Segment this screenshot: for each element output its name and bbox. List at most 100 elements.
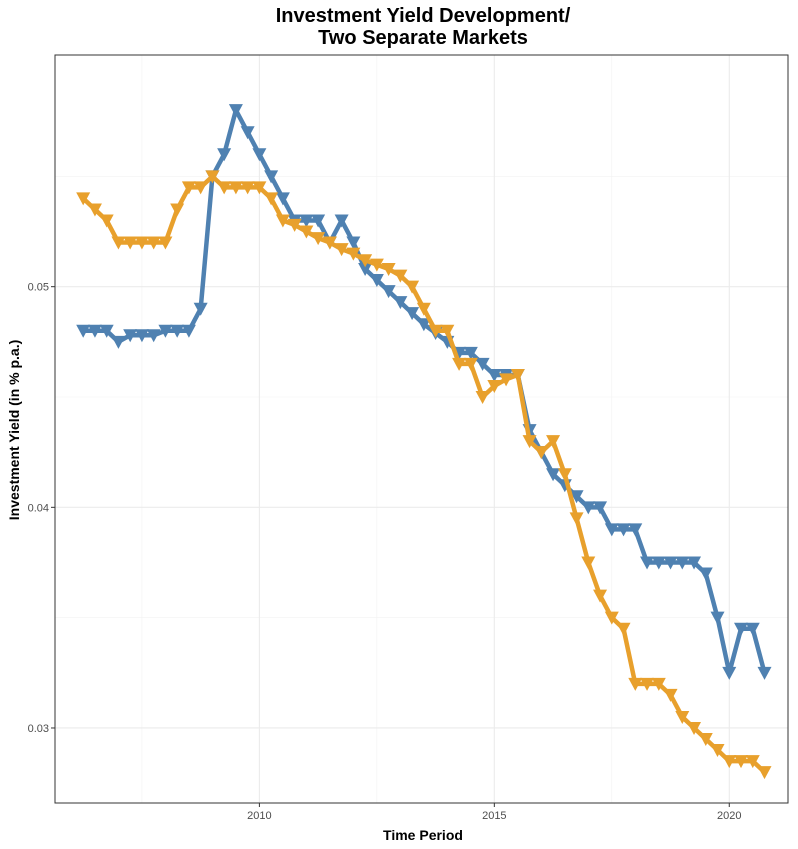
data-point-marker bbox=[416, 302, 431, 316]
data-point-marker bbox=[651, 677, 666, 691]
data-point-marker bbox=[228, 104, 243, 118]
data-point-marker bbox=[687, 556, 702, 570]
data-point-marker bbox=[569, 512, 584, 526]
data-point-marker bbox=[546, 468, 561, 482]
data-point-marker bbox=[628, 523, 643, 537]
data-point-marker bbox=[546, 435, 561, 449]
grid-lines bbox=[55, 55, 788, 803]
data-point-marker bbox=[287, 218, 302, 232]
data-point-marker bbox=[217, 181, 232, 195]
data-point-marker bbox=[311, 232, 326, 246]
x-tick-label: 2020 bbox=[717, 810, 741, 822]
data-point-marker bbox=[275, 214, 290, 228]
data-point-marker bbox=[405, 280, 420, 294]
x-tick-label: 2015 bbox=[482, 810, 506, 822]
data-point-marker bbox=[193, 181, 208, 195]
data-point-marker bbox=[663, 688, 678, 702]
data-point-marker bbox=[734, 755, 749, 769]
data-point-marker bbox=[146, 329, 161, 343]
data-point-marker bbox=[675, 556, 690, 570]
data-point-marker bbox=[499, 373, 514, 387]
data-point-marker bbox=[275, 192, 290, 206]
data-point-marker bbox=[452, 357, 467, 371]
axis-ticks: 2010 2015 2020 0.03 0.04 0.05 bbox=[28, 282, 742, 822]
data-point-marker bbox=[181, 181, 196, 195]
data-point-marker bbox=[181, 324, 196, 338]
data-point-marker bbox=[557, 468, 572, 482]
data-point-marker bbox=[522, 435, 537, 449]
data-point-marker bbox=[240, 126, 255, 140]
data-point-marker bbox=[722, 755, 737, 769]
data-point-marker bbox=[228, 181, 243, 195]
data-point-marker bbox=[405, 307, 420, 321]
data-point-marker bbox=[745, 622, 760, 636]
data-point-marker bbox=[698, 567, 713, 581]
data-point-marker bbox=[604, 523, 619, 537]
data-point-marker bbox=[593, 501, 608, 515]
data-point-marker bbox=[146, 236, 161, 250]
data-point-marker bbox=[76, 324, 91, 338]
data-point-marker bbox=[170, 324, 185, 338]
data-point-marker bbox=[87, 324, 102, 338]
data-point-marker bbox=[440, 324, 455, 338]
data-point-marker bbox=[722, 666, 737, 680]
data-point-marker bbox=[757, 766, 772, 780]
data-point-marker bbox=[123, 329, 138, 343]
data-point-marker bbox=[710, 744, 725, 758]
data-point-marker bbox=[299, 225, 314, 239]
data-point-marker bbox=[463, 346, 478, 360]
data-point-marker bbox=[475, 391, 490, 405]
chart-title-line-1: Investment Yield Development/ bbox=[276, 5, 571, 27]
data-point-marker bbox=[111, 335, 126, 349]
data-point-marker bbox=[381, 263, 396, 277]
data-point-marker bbox=[334, 214, 349, 228]
data-point-marker bbox=[264, 192, 279, 206]
data-point-marker bbox=[581, 556, 596, 570]
data-point-marker bbox=[158, 324, 173, 338]
data-point-marker bbox=[99, 214, 114, 228]
data-point-marker bbox=[123, 236, 138, 250]
data-point-marker bbox=[134, 236, 149, 250]
data-point-marker bbox=[640, 556, 655, 570]
data-point-marker bbox=[252, 181, 267, 195]
data-point-marker bbox=[616, 523, 631, 537]
data-point-marker bbox=[687, 721, 702, 735]
data-point-marker bbox=[757, 666, 772, 680]
data-point-marker bbox=[358, 263, 373, 277]
data-point-marker bbox=[205, 170, 220, 184]
data-point-marker bbox=[240, 181, 255, 195]
data-point-marker bbox=[299, 214, 314, 228]
data-point-marker bbox=[534, 446, 549, 460]
x-axis-title: Time Period bbox=[383, 827, 463, 843]
y-tick-label: 0.03 bbox=[28, 723, 49, 735]
data-point-marker bbox=[346, 236, 361, 250]
x-tick-label: 2010 bbox=[247, 810, 271, 822]
data-point-marker bbox=[416, 318, 431, 332]
y-axis-title: Investment Yield (in % p.a.) bbox=[6, 340, 22, 520]
data-point-marker bbox=[334, 243, 349, 257]
data-point-marker bbox=[745, 755, 760, 769]
data-point-marker bbox=[381, 285, 396, 299]
data-point-marker bbox=[99, 324, 114, 338]
data-point-marker bbox=[193, 302, 208, 316]
data-point-marker bbox=[311, 214, 326, 228]
data-point-marker bbox=[487, 379, 502, 393]
y-tick-label: 0.05 bbox=[28, 282, 49, 294]
chart-title-line-2: Two Separate Markets bbox=[318, 27, 528, 49]
data-point-marker bbox=[158, 236, 173, 250]
data-point-marker bbox=[487, 368, 502, 382]
data-point-marker bbox=[428, 324, 443, 338]
series-2 bbox=[76, 170, 772, 780]
data-point-marker bbox=[358, 254, 373, 268]
data-point-marker bbox=[463, 357, 478, 371]
plot-panel-border bbox=[54, 54, 789, 804]
data-point-marker bbox=[217, 148, 232, 162]
data-point-marker bbox=[628, 677, 643, 691]
data-point-marker bbox=[393, 269, 408, 283]
series-1 bbox=[76, 104, 772, 680]
data-point-marker bbox=[581, 501, 596, 515]
data-point-marker bbox=[369, 274, 384, 288]
data-point-marker bbox=[734, 622, 749, 636]
